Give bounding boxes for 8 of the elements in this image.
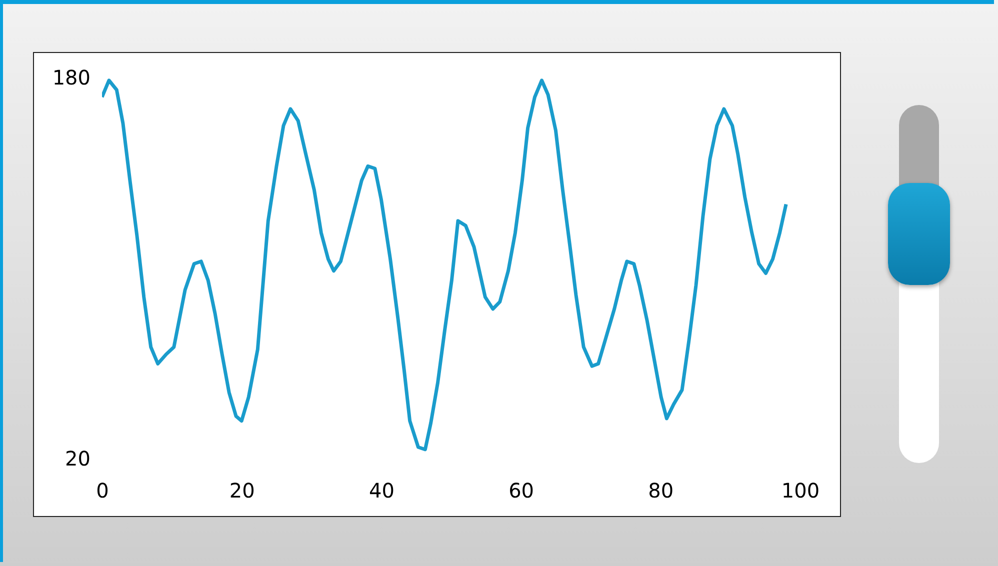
x-tick-label: 80 bbox=[648, 478, 674, 502]
line-series bbox=[102, 78, 788, 451]
x-tick-label: 0 bbox=[96, 478, 108, 502]
x-tick-label: 100 bbox=[780, 478, 820, 502]
x-tick-label: 20 bbox=[228, 478, 254, 502]
x-tick-label: 40 bbox=[368, 478, 394, 502]
x-tick-label: 60 bbox=[508, 478, 534, 502]
y-tick-label: 180 bbox=[52, 65, 90, 89]
